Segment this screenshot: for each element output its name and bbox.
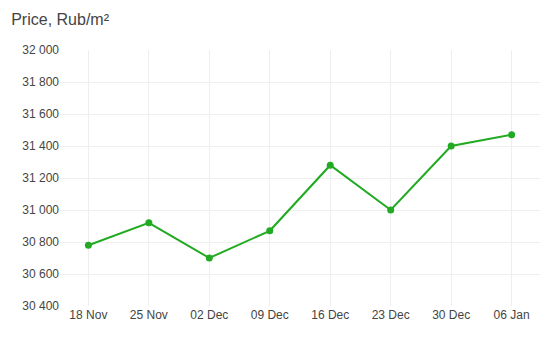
svg-text:31 000: 31 000 — [22, 203, 59, 217]
svg-text:31 600: 31 600 — [22, 107, 59, 121]
svg-text:Price, Rub/m²: Price, Rub/m² — [11, 11, 109, 28]
svg-text:32 000: 32 000 — [22, 43, 59, 57]
svg-text:16 Dec: 16 Dec — [311, 308, 349, 322]
svg-text:30 800: 30 800 — [22, 235, 59, 249]
svg-text:23 Dec: 23 Dec — [372, 308, 410, 322]
svg-text:31 400: 31 400 — [22, 139, 59, 153]
svg-text:06 Jan: 06 Jan — [494, 308, 530, 322]
svg-text:30 600: 30 600 — [22, 267, 59, 281]
svg-text:30 400: 30 400 — [22, 299, 59, 313]
svg-text:31 200: 31 200 — [22, 171, 59, 185]
svg-text:25 Nov: 25 Nov — [130, 308, 168, 322]
svg-text:30 Dec: 30 Dec — [432, 308, 470, 322]
svg-text:09 Dec: 09 Dec — [251, 308, 289, 322]
svg-text:31 800: 31 800 — [22, 75, 59, 89]
svg-text:02 Dec: 02 Dec — [190, 308, 228, 322]
svg-text:18 Nov: 18 Nov — [69, 308, 107, 322]
